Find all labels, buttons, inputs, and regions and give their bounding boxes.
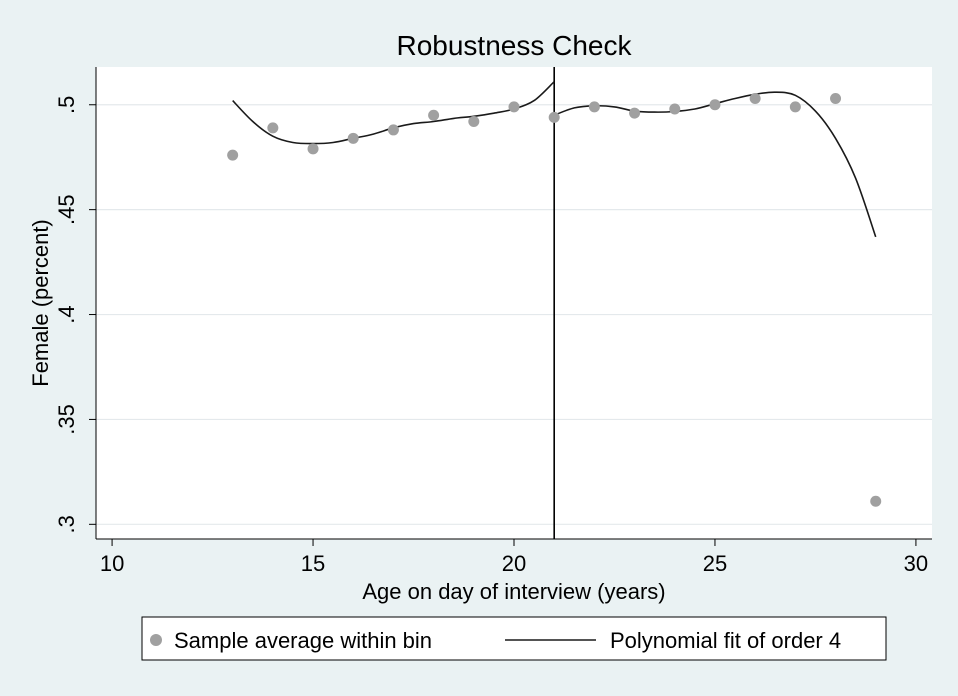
y-tick-label: .35 <box>54 404 79 435</box>
data-point <box>227 149 239 161</box>
data-point <box>789 101 801 113</box>
x-tick-label: 15 <box>301 551 325 576</box>
legend-label-scatter: Sample average within bin <box>174 628 432 653</box>
data-point <box>548 111 560 123</box>
data-point <box>468 116 480 128</box>
scatter-points <box>227 92 882 507</box>
data-point <box>629 107 641 119</box>
legend: Sample average within bin Polynomial fit… <box>141 616 887 661</box>
legend-scatter-marker <box>150 634 162 646</box>
data-point <box>428 109 440 121</box>
data-point <box>870 495 882 507</box>
x-axis-label: Age on day of interview (years) <box>362 579 665 604</box>
data-point <box>508 101 520 113</box>
y-tick-label: .3 <box>54 515 79 533</box>
y-axis-label: Female (percent) <box>28 219 53 387</box>
data-point <box>387 124 399 136</box>
chart-title: Robustness Check <box>396 30 632 61</box>
data-point <box>267 122 279 134</box>
x-tick-label: 25 <box>703 551 727 576</box>
x-tick-label: 20 <box>502 551 526 576</box>
y-axis-ticks: .3 .35 .4 .45 .5 <box>54 96 96 533</box>
legend-label-fit: Polynomial fit of order 4 <box>610 628 841 653</box>
data-point <box>588 101 600 113</box>
y-tick-label: .45 <box>54 194 79 225</box>
grid-lines <box>96 104 932 525</box>
data-point <box>830 92 842 104</box>
legend-box <box>141 616 887 661</box>
y-tick-label: .5 <box>54 96 79 114</box>
x-tick-label: 30 <box>904 551 928 576</box>
data-point <box>307 143 319 155</box>
data-point <box>749 92 761 104</box>
x-axis-ticks: 10 15 20 25 30 <box>100 539 928 576</box>
data-point <box>669 103 681 115</box>
x-tick-label: 10 <box>100 551 124 576</box>
data-point <box>347 132 359 144</box>
data-point <box>709 99 721 111</box>
y-tick-label: .4 <box>54 305 79 323</box>
plot-area <box>96 67 932 539</box>
